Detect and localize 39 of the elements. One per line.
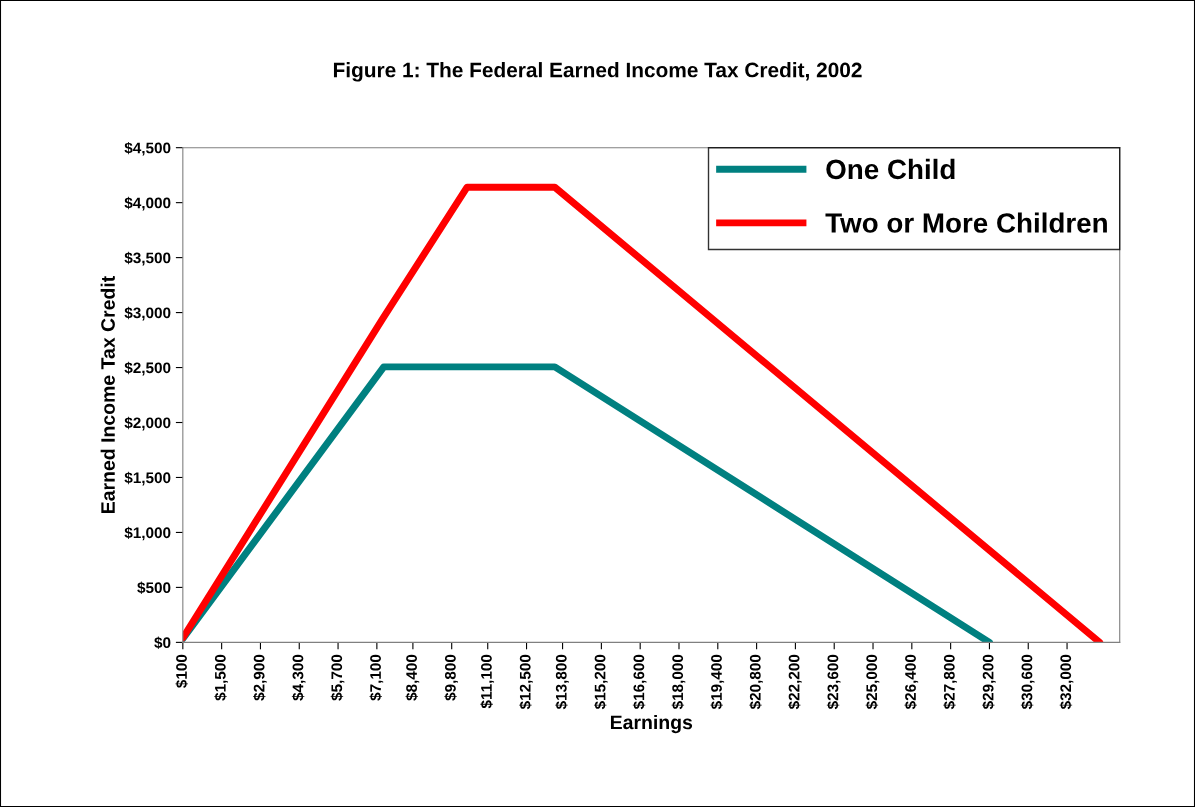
- x-tick-label: $32,000: [1059, 654, 1074, 710]
- x-tick-label: $23,600: [826, 654, 841, 710]
- x-tick-label: $2,900: [253, 654, 267, 701]
- y-axis-title: Earned Income Tax Credit: [100, 276, 115, 513]
- x-tick-label: $16,600: [632, 654, 647, 710]
- x-tick-label: $13,800: [555, 654, 569, 710]
- x-tick-label: $15,200: [593, 654, 608, 710]
- y-tick-label: $2,500: [124, 361, 171, 376]
- y-tick-label: $3,000: [124, 306, 171, 321]
- x-tick-label: $30,600: [1020, 654, 1035, 710]
- x-tick-label: $18,000: [671, 654, 686, 710]
- x-tick-label: $29,200: [982, 654, 996, 710]
- y-tick-label: $1,000: [124, 526, 171, 541]
- x-tick-label: $26,400: [904, 654, 919, 710]
- x-tick-label: $25,000: [865, 654, 880, 710]
- x-tick-label: $27,800: [943, 654, 957, 710]
- y-tick-label: $2,000: [124, 416, 171, 431]
- y-tick-label: $4,500: [124, 141, 171, 156]
- x-tick-label: $5,700: [330, 654, 345, 701]
- chart-title: Figure 1: The Federal Earned Income Tax Credit, 2002: [333, 62, 862, 82]
- y-tick-label: $4,000: [124, 196, 171, 211]
- x-tick-label: $20,800: [749, 654, 763, 710]
- x-tick-label: $19,400: [710, 654, 725, 710]
- x-tick-label: $8,400: [405, 654, 420, 701]
- x-tick-label: $100: [175, 654, 188, 688]
- x-tick-label: $7,100: [369, 654, 384, 701]
- legend-label: Two or More Children: [825, 212, 1107, 233]
- x-tick-label: $22,200: [788, 654, 802, 710]
- legend-label: One Child: [826, 158, 955, 180]
- x-tick-label: $9,800: [444, 654, 459, 701]
- x-tick-label: $11,100: [480, 654, 495, 709]
- x-tick-label: $12,500: [519, 654, 533, 710]
- y-tick-label: $0: [154, 636, 171, 650]
- y-tick-label: $1,500: [124, 471, 171, 486]
- x-tick-label: $4,300: [291, 654, 306, 701]
- x-axis-title: Earnings: [610, 714, 693, 734]
- x-tick-label: $1,500: [214, 654, 228, 701]
- y-tick-label: $3,500: [124, 251, 171, 266]
- y-tick-label: $500: [137, 581, 171, 595]
